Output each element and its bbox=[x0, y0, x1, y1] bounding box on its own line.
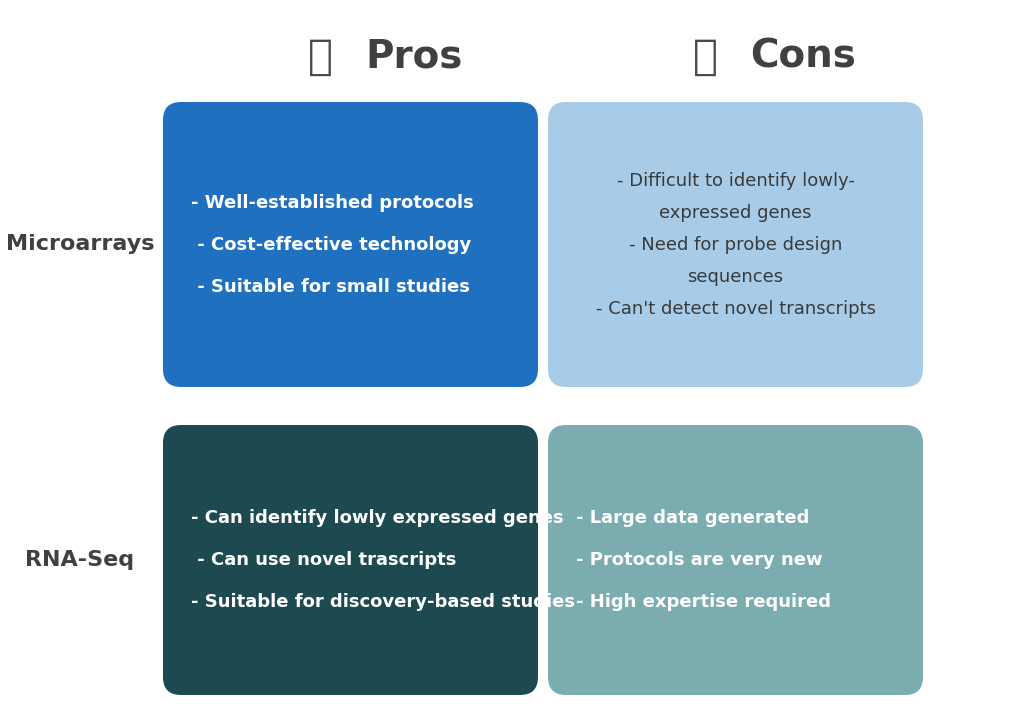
Text: Pros: Pros bbox=[366, 38, 463, 76]
Text: - Suitable for small studies: - Suitable for small studies bbox=[191, 277, 470, 295]
Text: - Protocols are very new: - Protocols are very new bbox=[575, 551, 822, 569]
Text: - Difficult to identify lowly-: - Difficult to identify lowly- bbox=[616, 171, 854, 189]
Text: - Large data generated: - Large data generated bbox=[575, 509, 809, 527]
Text: - Suitable for discovery-based studies: - Suitable for discovery-based studies bbox=[191, 593, 575, 611]
Text: 👍: 👍 bbox=[308, 36, 333, 78]
FancyBboxPatch shape bbox=[163, 102, 538, 387]
Text: Microarrays: Microarrays bbox=[6, 234, 155, 255]
Text: - Can use novel trascripts: - Can use novel trascripts bbox=[191, 551, 457, 569]
Text: - Can't detect novel transcripts: - Can't detect novel transcripts bbox=[596, 300, 876, 318]
Text: 👎: 👎 bbox=[693, 36, 718, 78]
Text: - Can identify lowly expressed genes: - Can identify lowly expressed genes bbox=[191, 509, 563, 527]
Text: - Cost-effective technology: - Cost-effective technology bbox=[191, 235, 471, 254]
Text: - Need for probe design: - Need for probe design bbox=[629, 235, 842, 254]
FancyBboxPatch shape bbox=[548, 102, 923, 387]
Text: RNA-Seq: RNA-Seq bbox=[26, 550, 134, 570]
Text: expressed genes: expressed genes bbox=[659, 204, 812, 222]
FancyBboxPatch shape bbox=[548, 425, 923, 695]
Text: - Well-established protocols: - Well-established protocols bbox=[191, 194, 474, 212]
FancyBboxPatch shape bbox=[163, 425, 538, 695]
Text: - High expertise required: - High expertise required bbox=[575, 593, 831, 611]
Text: sequences: sequences bbox=[687, 267, 783, 285]
Text: Cons: Cons bbox=[751, 38, 856, 76]
